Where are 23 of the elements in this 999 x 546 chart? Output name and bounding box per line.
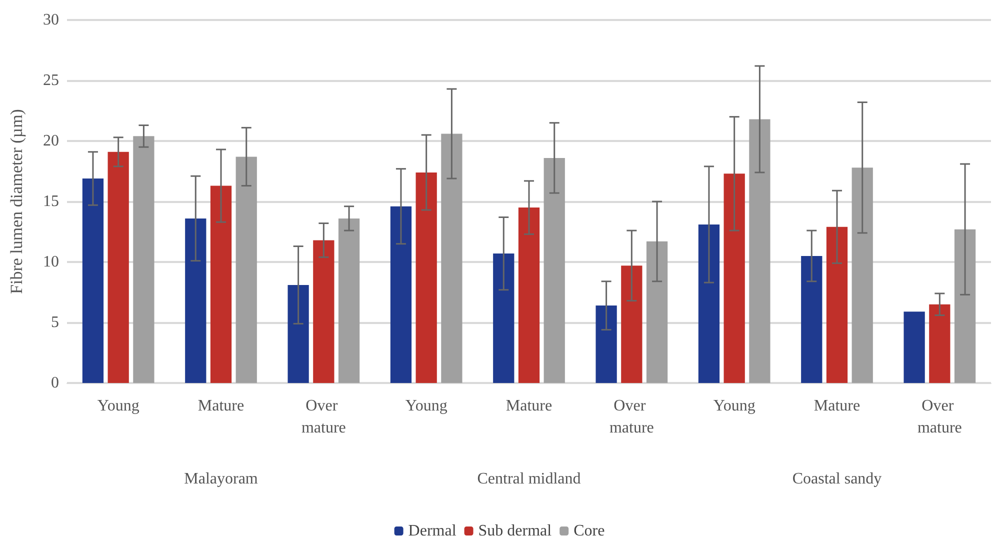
x-tick-label: Young — [97, 398, 140, 414]
y-tick-label: 0 — [51, 374, 59, 392]
legend-label: Core — [574, 522, 605, 540]
x-tick-label: Young — [405, 398, 448, 414]
x-tick-label: Mature — [814, 398, 860, 414]
text: Central midland — [477, 470, 581, 488]
x-tick-label: Over mature — [301, 398, 346, 436]
y-tick-label: 30 — [43, 12, 59, 28]
y-tick-label: 20 — [43, 132, 59, 150]
y-axis-title: Fibre lumen diameter (µm) — [7, 109, 26, 294]
legend-label: Sub dermal — [478, 522, 552, 540]
x-tick-label: Mature — [506, 398, 552, 414]
y-tick-label: 10 — [43, 254, 59, 270]
legend-label: Dermal — [408, 522, 457, 540]
text: Coastal sandy — [792, 470, 882, 488]
y-tick-label: 15 — [43, 193, 59, 210]
y-tick-label: 5 — [51, 314, 59, 331]
x-tick-label: Over mature — [609, 398, 654, 436]
x-tick-label: Over mature — [917, 398, 962, 436]
text: Malayoram — [184, 470, 258, 488]
y-tick-label: 25 — [43, 72, 59, 89]
x-tick-label: Mature — [198, 398, 244, 414]
x-tick-label: Young — [713, 398, 756, 414]
